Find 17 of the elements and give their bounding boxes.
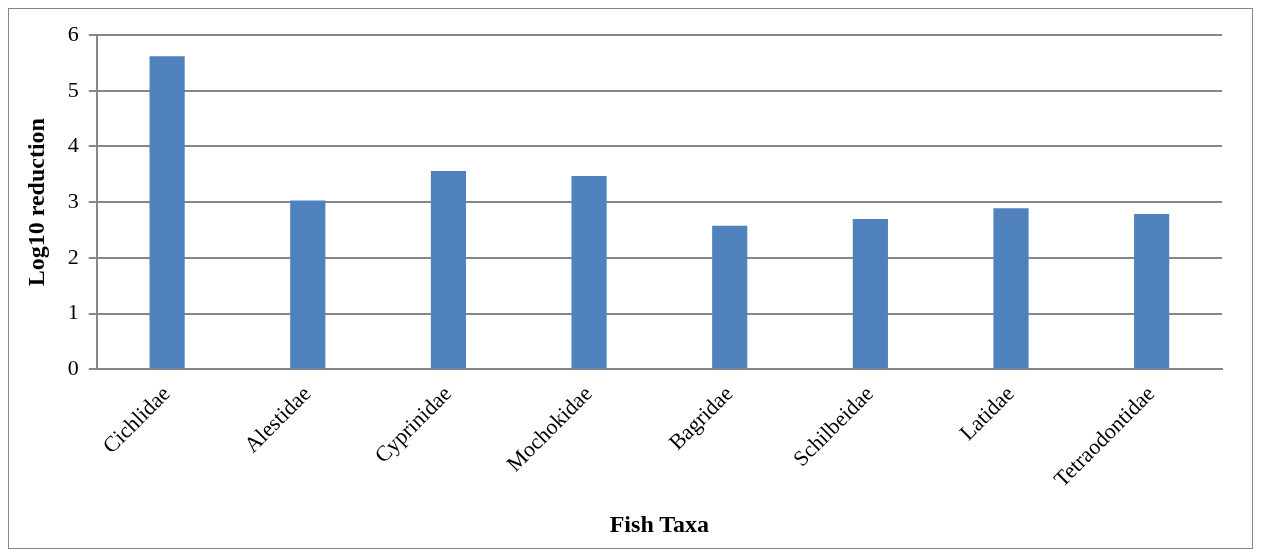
y-tick-label: 4 [67, 132, 79, 158]
bar [712, 225, 748, 369]
bar [1134, 213, 1170, 369]
y-tick-label: 6 [67, 20, 79, 46]
y-tick-label: 3 [67, 188, 79, 214]
bar [149, 56, 185, 369]
x-axis-title: Fish Taxa [609, 510, 710, 537]
bar [852, 218, 888, 369]
y-tick-label: 1 [67, 299, 79, 325]
y-tick-label: 2 [67, 243, 79, 269]
bar [430, 171, 467, 369]
y-tick-label: 0 [67, 355, 79, 381]
bar [993, 208, 1029, 369]
y-tick-label: 5 [67, 76, 79, 102]
y-axis-title: Log10 reduction [22, 118, 49, 287]
bar [571, 176, 607, 369]
bar [290, 200, 326, 369]
